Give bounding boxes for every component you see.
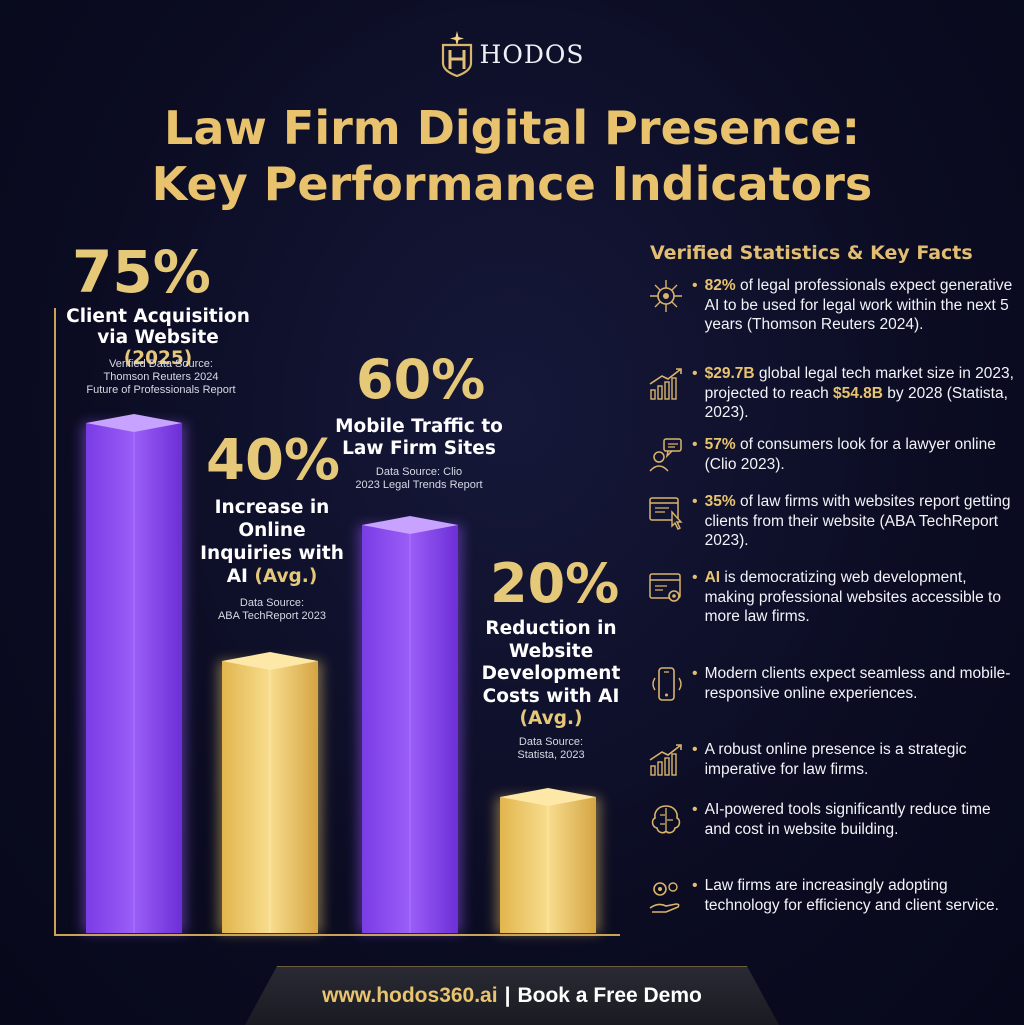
fact-highlight: AI <box>704 569 721 586</box>
fact-body: of legal professionals expect generative… <box>704 277 1013 333</box>
fact-body: A robust online presence is a strategic … <box>704 741 967 778</box>
bar-2-value: 40% <box>206 428 341 493</box>
footer-bar[interactable]: www.hodos360.ai | Book a Free Demo <box>245 966 779 1025</box>
bar-1-source: Verified Data Source: Thomson Reuters 202… <box>86 358 236 396</box>
fact-text: AI-powered tools significantly reduce ti… <box>705 800 1016 840</box>
fact-text: Modern clients expect seamless and mobil… <box>705 664 1016 704</box>
bullet-dot: • <box>692 741 698 758</box>
fact-item: • 57% of consumers look for a lawyer onli… <box>646 435 1016 475</box>
fact-body: by 2028 (Statista, 2023). <box>704 384 1008 422</box>
bar-1-top <box>86 414 182 432</box>
fact-text: $29.7B global legal tech market size in … <box>705 364 1016 423</box>
book-demo-link[interactable]: Book a Free Demo <box>517 984 702 1007</box>
fact-highlight: 82% <box>704 277 736 294</box>
fact-text: Law firms are increasingly adopting tech… <box>705 876 1016 916</box>
bar-4 <box>496 788 600 933</box>
fact-body: of consumers look for a lawyer online (C… <box>704 436 996 473</box>
fact-body: is democratizing web development, making… <box>704 569 1001 625</box>
fact-highlight: $29.7B <box>704 365 755 382</box>
fact-body: Modern clients expect seamless and mobil… <box>704 665 1011 702</box>
fact-item: • A robust online presence is a strategic… <box>646 740 1016 780</box>
bar-2 <box>218 652 322 933</box>
fact-item: • 82% of legal professionals expect gener… <box>646 276 1016 335</box>
bullet-dot: • <box>692 801 698 818</box>
page-title: Law Firm Digital Presence: Key Performan… <box>0 100 1024 212</box>
bar-1-label: Client Acquisition via Website (2025) <box>66 306 250 369</box>
bar-1-value: 75% <box>72 238 211 306</box>
fact-body: AI-powered tools significantly reduce ti… <box>704 801 991 838</box>
bar-1 <box>82 414 186 933</box>
fact-text: AI is democratizing web development, mak… <box>705 568 1016 627</box>
bar-4-source: Data Source: Statista, 2023 <box>517 736 585 761</box>
footer-separator: | <box>504 984 511 1007</box>
brand-logo: HODOS <box>0 28 1024 80</box>
bar-3-value: 60% <box>356 348 486 411</box>
title-line-2: Key Performance Indicators <box>151 157 873 211</box>
bar-3-source: Data Source: Clio 2023 Legal Trends Repor… <box>355 466 483 491</box>
fact-item: • Modern clients expect seamless and mobi… <box>646 664 1016 704</box>
growth-bar-chart-icon <box>646 740 686 780</box>
bar-2-body <box>222 661 318 933</box>
brand-name: HODOS <box>479 39 585 69</box>
bullet-dot: • <box>692 277 698 294</box>
fact-item: • $29.7B global legal tech market size in… <box>646 364 1016 423</box>
bar-1-body <box>86 423 182 933</box>
fact-highlight: 35% <box>704 493 736 510</box>
bullet-dot: • <box>692 569 698 586</box>
bar-4-value: 20% <box>490 552 620 615</box>
bar-4-glow <box>496 797 600 933</box>
mobile-phone-icon <box>646 664 686 704</box>
bullet-dot: • <box>692 493 698 510</box>
title-line-1: Law Firm Digital Presence: <box>164 101 860 155</box>
bar-4-top <box>500 788 596 806</box>
fact-text: 82% of legal professionals expect genera… <box>705 276 1016 335</box>
bar-3-label: Mobile Traffic to Law Firm Sites <box>335 416 503 459</box>
bar-2-label: Increase in Online Inquiries with AI (Av… <box>200 497 344 587</box>
fact-item: • Law firms are increasingly adopting tec… <box>646 876 1016 916</box>
fact-text: 57% of consumers look for a lawyer onlin… <box>705 435 1016 475</box>
bar-3-body <box>362 525 458 933</box>
consumer-chat-icon <box>646 435 686 475</box>
shield-h-icon <box>441 31 472 77</box>
bar-2-glow <box>218 661 322 933</box>
bar-1-glow <box>82 423 186 933</box>
web-settings-icon <box>646 568 686 608</box>
fact-body: Law firms are increasingly adopting tech… <box>704 877 999 914</box>
gear-hand-icon <box>646 876 686 916</box>
fact-item: • 35% of law firms with websites report g… <box>646 492 1016 551</box>
bar-3 <box>358 516 462 933</box>
fact-highlight: 57% <box>704 436 736 453</box>
fact-text: 35% of law firms with websites report ge… <box>705 492 1016 551</box>
bullet-dot: • <box>692 365 698 382</box>
fact-item: • AI is democratizing web development, ma… <box>646 568 1016 627</box>
bar-3-top <box>362 516 458 534</box>
bar-3-glow <box>358 525 462 933</box>
bar-2-top <box>222 652 318 670</box>
growth-bar-chart-icon <box>646 364 686 404</box>
fact-highlight: $54.8B <box>833 384 883 402</box>
website-link[interactable]: www.hodos360.ai <box>322 984 498 1007</box>
bar-4-label: Reduction in Website Development Costs w… <box>481 618 621 729</box>
facts-title: Verified Statistics & Key Facts <box>650 242 973 264</box>
fact-item: • AI-powered tools significantly reduce t… <box>646 800 1016 840</box>
website-click-icon <box>646 492 686 532</box>
bullet-dot: • <box>692 436 698 453</box>
fact-body: global legal tech market size in 2023, p… <box>704 365 1014 402</box>
ai-brain-icon <box>646 800 686 840</box>
bar-2-source: Data Source: ABA TechReport 2023 <box>217 597 327 622</box>
fact-body: of law firms with websites report gettin… <box>704 493 1011 549</box>
bullet-dot: • <box>692 665 698 682</box>
bullet-dot: • <box>692 877 698 894</box>
ai-brain-circuit-icon <box>646 276 686 316</box>
bar-4-body <box>500 797 596 933</box>
fact-text: A robust online presence is a strategic … <box>705 740 1016 780</box>
